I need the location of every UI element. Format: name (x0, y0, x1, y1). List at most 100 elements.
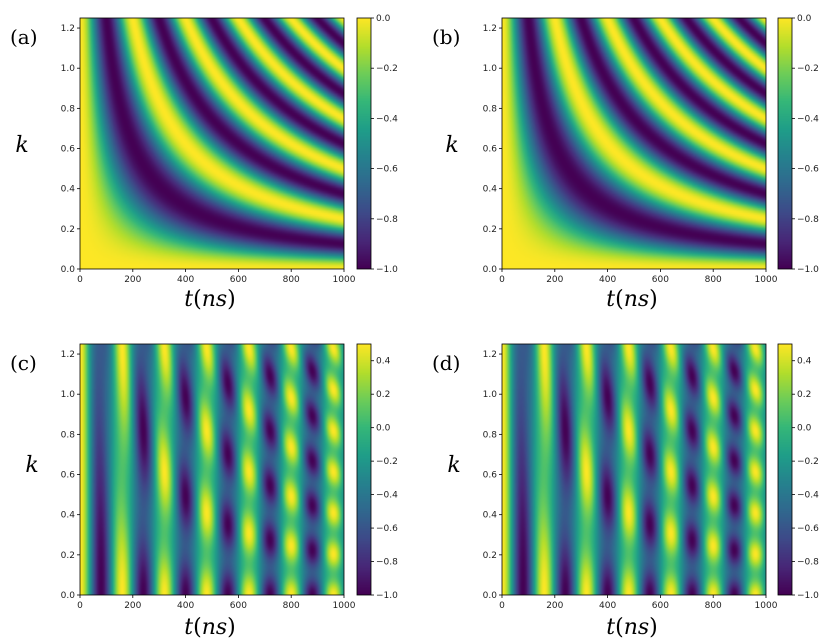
y-tick-label: 0.6 (61, 145, 76, 155)
x-tick-label: 1000 (755, 275, 778, 285)
y-tick-label: 0.8 (61, 430, 76, 440)
panel-b: 0 200 400 600 800 1000 0.0 0.2 0.4 0.6 0.8 1.0 1.2 0.… (432, 14, 819, 312)
y-axis-label: k (25, 453, 38, 478)
x-axis-label: t(ns) (606, 615, 658, 640)
x-tick-label: 800 (283, 275, 300, 285)
y-tick-label: 1.2 (61, 350, 75, 360)
colorbar-tick-label: −0.6 (797, 524, 819, 534)
colorbar-tick-label: 0.4 (797, 357, 812, 367)
x-tick-label: 0 (77, 601, 83, 611)
y-tick-label: 1.0 (61, 64, 76, 74)
colorbar-tick-label: 0.2 (797, 390, 811, 400)
colorbar-tick-label: 0.0 (797, 14, 812, 24)
colorbar-frame (777, 343, 793, 596)
colorbar-tick-label: −0.8 (376, 558, 398, 568)
heatmap-image (502, 344, 766, 595)
x-tick-label: 800 (705, 601, 722, 611)
x-tick-label: 0 (77, 275, 83, 285)
y-tick-label: 0.0 (61, 591, 76, 601)
x-tick-label: 200 (124, 275, 141, 285)
colorbar-tick-label: −0.8 (797, 558, 819, 568)
y-tick-label: 0.8 (61, 104, 76, 114)
plot-frame (501, 17, 767, 270)
y-tick-label: 1.2 (61, 24, 75, 34)
colorbar-tick-label: −1.0 (797, 265, 819, 275)
x-tick-label: 400 (177, 601, 194, 611)
y-tick-label: 1.0 (483, 64, 498, 74)
panel-a: 0 200 400 600 800 1000 0.0 0.2 0.4 0.6 0.8 1.0 1.2 0.… (10, 14, 398, 312)
y-tick-label: 0.0 (483, 265, 498, 275)
panel-label: (b) (432, 25, 460, 49)
panel-d: 0 200 400 600 800 1000 0.0 0.2 0.4 0.6 0.8 1.0 1.2 0.… (432, 343, 819, 640)
x-tick-label: 400 (177, 275, 194, 285)
colorbar-tick-label: −0.4 (797, 114, 819, 124)
colorbar (357, 18, 371, 269)
x-tick-label: 200 (124, 601, 141, 611)
y-tick-label: 0.4 (61, 185, 76, 195)
x-tick-label: 200 (546, 275, 563, 285)
colorbar-tick-label: −0.6 (797, 165, 819, 175)
y-tick-label: 0.2 (61, 551, 75, 561)
x-axis-label: t(ns) (184, 287, 236, 312)
y-tick-label: 0.4 (61, 511, 76, 521)
colorbar-tick-label: −0.8 (797, 215, 819, 225)
colorbar (357, 344, 371, 595)
y-tick-label: 0.4 (483, 185, 498, 195)
colorbar-tick-label: −0.4 (376, 114, 398, 124)
colorbar-tick-label: −1.0 (376, 265, 398, 275)
x-tick-label: 400 (599, 275, 616, 285)
x-tick-label: 0 (499, 601, 505, 611)
y-tick-label: 0.0 (61, 265, 76, 275)
plot-frame (79, 343, 345, 596)
colorbar-tick-label: −0.2 (376, 457, 398, 467)
y-tick-label: 0.0 (483, 591, 498, 601)
y-tick-label: 1.2 (483, 350, 497, 360)
y-axis-label: k (445, 133, 458, 158)
y-axis-label: k (447, 453, 460, 478)
colorbar-frame (356, 343, 372, 596)
x-tick-label: 800 (283, 601, 300, 611)
colorbar (778, 344, 792, 595)
panel-label: (d) (432, 351, 460, 375)
x-tick-label: 400 (599, 601, 616, 611)
colorbar-tick-label: −0.6 (376, 165, 398, 175)
y-tick-label: 0.6 (483, 145, 498, 155)
x-tick-label: 600 (230, 601, 247, 611)
panel-c: 0 200 400 600 800 1000 0.0 0.2 0.4 0.6 0.8 1.0 1.2 0.… (10, 343, 398, 640)
colorbar-tick-label: 0.0 (376, 14, 391, 24)
y-tick-label: 1.0 (61, 390, 76, 400)
x-tick-label: 200 (546, 601, 563, 611)
colorbar-tick-label: −0.4 (797, 491, 819, 501)
y-tick-label: 0.8 (483, 104, 498, 114)
x-tick-label: 0 (499, 275, 505, 285)
y-tick-label: 1.2 (483, 24, 497, 34)
colorbar-tick-label: −0.4 (376, 491, 398, 501)
x-tick-label: 800 (705, 275, 722, 285)
y-axis-label: k (15, 133, 28, 158)
colorbar-tick-label: −1.0 (797, 591, 819, 601)
x-tick-label: 1000 (333, 275, 356, 285)
heatmap-image (80, 344, 344, 595)
colorbar-tick-label: −0.2 (797, 64, 819, 74)
y-tick-label: 0.8 (483, 430, 498, 440)
colorbar (778, 18, 792, 269)
colorbar-tick-label: 0.0 (797, 424, 812, 434)
y-tick-label: 0.4 (483, 511, 498, 521)
colorbar-tick-label: −0.6 (376, 524, 398, 534)
x-axis-label: t(ns) (606, 287, 658, 312)
panel-label: (c) (10, 351, 37, 375)
colorbar-frame (356, 17, 372, 270)
heatmap-image (80, 18, 344, 269)
x-tick-label: 600 (230, 275, 247, 285)
y-tick-label: 0.6 (61, 471, 76, 481)
y-tick-label: 0.2 (483, 225, 497, 235)
panel-label: (a) (10, 25, 38, 49)
y-tick-label: 0.2 (61, 225, 75, 235)
colorbar-tick-label: −0.2 (797, 457, 819, 467)
colorbar-frame (777, 17, 793, 270)
heatmap-image (502, 18, 766, 269)
y-tick-label: 0.2 (483, 551, 497, 561)
y-tick-label: 1.0 (483, 390, 498, 400)
colorbar-tick-label: −1.0 (376, 591, 398, 601)
